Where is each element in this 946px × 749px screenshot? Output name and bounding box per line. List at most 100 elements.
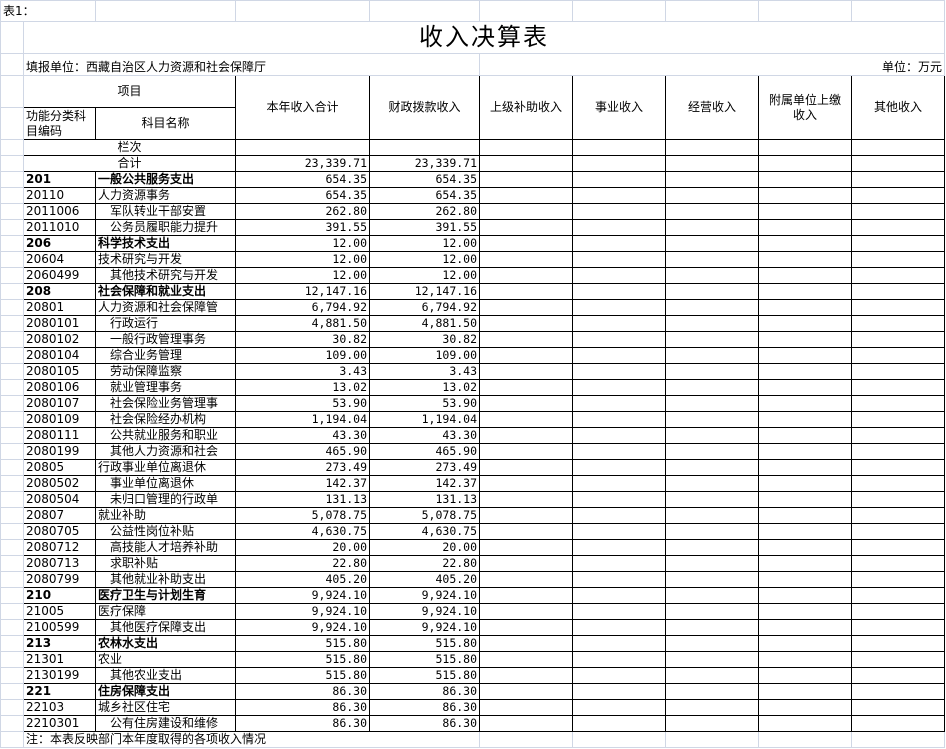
empty-cell[interactable]: [665, 203, 760, 220]
cell[interactable]: [0, 683, 24, 700]
row-name[interactable]: 就业补助: [95, 507, 237, 524]
cell[interactable]: [0, 299, 24, 316]
cell[interactable]: [0, 427, 24, 444]
empty-cell[interactable]: [851, 171, 946, 188]
row-fiscal[interactable]: 4,630.75: [369, 523, 481, 540]
row-total[interactable]: 12.00: [235, 235, 371, 252]
row-fiscal[interactable]: 131.13: [369, 491, 481, 508]
empty-cell[interactable]: [758, 299, 853, 316]
empty-cell[interactable]: [665, 539, 760, 556]
row-fiscal[interactable]: 86.30: [369, 683, 481, 700]
cell[interactable]: [0, 443, 24, 460]
empty-cell[interactable]: [665, 411, 760, 428]
empty-cell[interactable]: [851, 635, 946, 652]
row-code[interactable]: 2210301: [22, 715, 97, 732]
row-code[interactable]: 2080713: [22, 555, 97, 572]
cell[interactable]: [758, 731, 853, 748]
row-code[interactable]: 2080104: [22, 347, 97, 364]
empty-cell[interactable]: [479, 427, 574, 444]
empty-cell[interactable]: [572, 283, 667, 300]
row-total[interactable]: 4,630.75: [235, 523, 371, 540]
empty-cell[interactable]: [758, 235, 853, 252]
empty-cell[interactable]: [758, 443, 853, 460]
empty-cell[interactable]: [479, 507, 574, 524]
row-fiscal[interactable]: 9,924.10: [369, 603, 481, 620]
empty-cell[interactable]: [758, 491, 853, 508]
row-fiscal[interactable]: 86.30: [369, 699, 481, 716]
empty-cell[interactable]: [851, 331, 946, 348]
cell[interactable]: [0, 619, 24, 636]
empty-cell[interactable]: [572, 603, 667, 620]
row-total[interactable]: 273.49: [235, 459, 371, 476]
row-total[interactable]: 9,924.10: [235, 603, 371, 620]
empty-cell[interactable]: [758, 571, 853, 588]
empty-cell[interactable]: [851, 427, 946, 444]
cell[interactable]: [0, 21, 24, 54]
empty-cell[interactable]: [665, 283, 760, 300]
row-total[interactable]: 12,147.16: [235, 283, 371, 300]
row-total[interactable]: 1,194.04: [235, 411, 371, 428]
row-fiscal[interactable]: 654.35: [369, 171, 481, 188]
empty-cell[interactable]: [479, 363, 574, 380]
empty-cell[interactable]: [479, 203, 574, 220]
empty-cell[interactable]: [851, 187, 946, 204]
empty-cell[interactable]: [665, 299, 760, 316]
empty-cell[interactable]: [665, 443, 760, 460]
row-total[interactable]: 465.90: [235, 443, 371, 460]
empty-cell[interactable]: [758, 507, 853, 524]
row-fiscal[interactable]: 86.30: [369, 715, 481, 732]
row-code[interactable]: 20801: [22, 299, 97, 316]
empty-cell[interactable]: [479, 699, 574, 716]
empty-cell[interactable]: [758, 459, 853, 476]
row-name[interactable]: 公共就业服务和职业: [95, 427, 237, 444]
empty-cell[interactable]: [758, 427, 853, 444]
empty-cell[interactable]: [572, 443, 667, 460]
empty-cell[interactable]: [665, 331, 760, 348]
row-fiscal[interactable]: 262.80: [369, 203, 481, 220]
row-fiscal[interactable]: 109.00: [369, 347, 481, 364]
row-total[interactable]: 515.80: [235, 635, 371, 652]
row-fiscal[interactable]: 142.37: [369, 475, 481, 492]
empty-cell[interactable]: [479, 171, 574, 188]
empty-cell[interactable]: [572, 219, 667, 236]
row-code[interactable]: 20110: [22, 187, 97, 204]
empty-cell[interactable]: [758, 667, 853, 684]
empty-cell[interactable]: [851, 523, 946, 540]
empty-cell[interactable]: [851, 267, 946, 284]
cell[interactable]: [479, 731, 574, 748]
empty-cell[interactable]: [851, 619, 946, 636]
empty-cell[interactable]: [758, 331, 853, 348]
row-total[interactable]: 654.35: [235, 171, 371, 188]
cell[interactable]: [369, 0, 481, 22]
row-code[interactable]: 2080101: [22, 315, 97, 332]
row-code[interactable]: 2080502: [22, 475, 97, 492]
row-fiscal[interactable]: 9,924.10: [369, 619, 481, 636]
empty-cell[interactable]: [851, 651, 946, 668]
row-name[interactable]: 公益性岗位补贴: [95, 523, 237, 540]
cell[interactable]: [0, 267, 24, 284]
empty-cell[interactable]: [665, 475, 760, 492]
row-fiscal[interactable]: 12.00: [369, 267, 481, 284]
row-code[interactable]: 2100599: [22, 619, 97, 636]
row-name[interactable]: 社会保险业务管理事: [95, 395, 237, 412]
row-fiscal[interactable]: 515.80: [369, 667, 481, 684]
empty-cell[interactable]: [665, 251, 760, 268]
row-total[interactable]: 5,078.75: [235, 507, 371, 524]
empty-cell[interactable]: [479, 251, 574, 268]
empty-cell[interactable]: [479, 683, 574, 700]
empty-cell[interactable]: [572, 315, 667, 332]
cell[interactable]: [0, 635, 24, 652]
row-name[interactable]: 其他就业补助支出: [95, 571, 237, 588]
empty-cell[interactable]: [572, 491, 667, 508]
row-fiscal[interactable]: 515.80: [369, 635, 481, 652]
cell[interactable]: [0, 571, 24, 588]
cell[interactable]: [572, 0, 667, 22]
row-fiscal[interactable]: 22.80: [369, 555, 481, 572]
empty-cell[interactable]: [572, 203, 667, 220]
row-fiscal[interactable]: 13.02: [369, 379, 481, 396]
row-fiscal[interactable]: 53.90: [369, 395, 481, 412]
empty-cell[interactable]: [479, 667, 574, 684]
cell[interactable]: [0, 411, 24, 428]
empty-cell[interactable]: [572, 683, 667, 700]
cell[interactable]: [0, 459, 24, 476]
